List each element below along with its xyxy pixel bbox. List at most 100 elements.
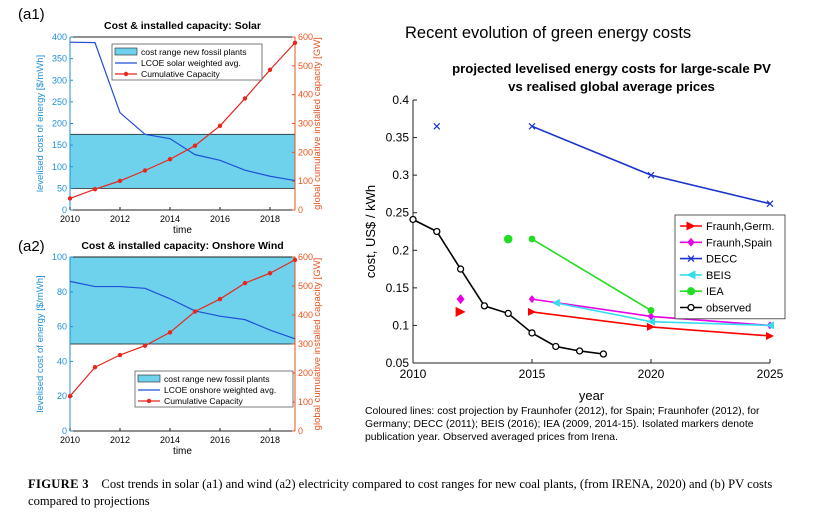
wind-chart: Cost & installed capacity: Onshore Wind 2… — [35, 240, 323, 457]
y-tick-label: 0.35 — [386, 131, 410, 145]
capacity-line — [69, 42, 296, 200]
chart-title: Cost & installed capacity: Solar — [104, 20, 261, 32]
open-circle-marker — [456, 265, 465, 273]
triangle-right-marker — [455, 306, 466, 317]
legend-box — [674, 214, 786, 320]
lcoe-line — [69, 280, 296, 340]
triangle-right-marker — [686, 221, 696, 231]
solar-chart: Cost & installed capacity: Solar 2010 2012… — [35, 20, 323, 236]
y-left-axis-label: levelised cost of energy [$/mWh] — [35, 55, 46, 192]
y-right-axis-label: global cumulative installed capacity [GW… — [312, 37, 323, 210]
y-left-axis-label: levelised cost of energy [$/mWh] — [35, 275, 46, 412]
figure-label: FIGURE 3 — [28, 477, 89, 491]
open-circle-marker — [687, 303, 695, 312]
series-iea — [503, 234, 655, 314]
open-circle-marker — [504, 309, 512, 318]
y-left-tick-label: 200 — [52, 119, 67, 129]
y-left-tick-label: 40 — [57, 356, 67, 366]
x-tick-label: 2012 — [110, 214, 130, 224]
capacity-point — [167, 330, 173, 335]
legend-entry: BEIS — [706, 270, 731, 282]
y-left-tick-label: 80 — [57, 287, 67, 297]
chart-title-line1: projected levelised energy costs for lar… — [452, 61, 771, 76]
x-axis-label: time — [173, 225, 192, 236]
y-tick-label: 0.05 — [386, 356, 410, 370]
open-circle-marker — [528, 329, 536, 337]
y-axis-label: cost, US$ / kWh — [363, 185, 378, 278]
legend-entry: observed — [706, 303, 751, 315]
x-tick-label: 2010 — [400, 367, 427, 381]
x-axis-label: time — [173, 446, 192, 457]
capacity-point — [242, 280, 248, 286]
capacity-point — [267, 67, 273, 73]
capacity-point — [92, 365, 98, 370]
lcoe-line — [69, 41, 296, 182]
y-left-tick-label: 50 — [57, 183, 67, 193]
y-right-tick-label: 400 — [298, 310, 313, 320]
y-left-tick-label: 0 — [62, 426, 67, 436]
x-tick-label: 2012 — [110, 435, 130, 445]
capacity-point — [217, 296, 223, 302]
open-circle-marker — [480, 302, 489, 310]
series-line — [531, 238, 652, 312]
y-left-tick-label: 250 — [52, 97, 67, 107]
diamond-marker — [456, 294, 465, 305]
x-tick-label: 2014 — [160, 435, 180, 445]
y-left-tick-label: 150 — [52, 140, 67, 150]
x-tick-label: 2025 — [757, 367, 784, 381]
x-marker — [528, 122, 536, 130]
x-tick-label: 2010 — [60, 214, 80, 224]
capacity-point — [67, 196, 73, 201]
x-tick-label: 2018 — [260, 214, 280, 224]
triangle-left-marker — [686, 270, 696, 280]
capacity-point — [117, 352, 123, 358]
legend-entry: Cumulative Capacity — [164, 396, 244, 406]
y-right-tick-label: 300 — [298, 119, 313, 129]
x-tick-label: 2014 — [160, 214, 180, 224]
y-tick-label: 0.1 — [392, 318, 409, 332]
y-tick-label: 0.4 — [392, 93, 409, 107]
y-right-tick-label: 200 — [298, 147, 313, 157]
figure-caption: FIGURE 3 Cost trends in solar (a1) and w… — [28, 476, 798, 510]
capacity-point — [167, 157, 173, 162]
x-tick-label: 2016 — [210, 435, 230, 445]
y-right-tick-label: 600 — [298, 32, 313, 42]
capacity-point — [142, 168, 148, 173]
capacity-point — [292, 257, 298, 263]
series-decc — [433, 122, 774, 208]
x-marker — [433, 122, 441, 130]
open-circle-marker — [575, 347, 584, 355]
y-right-tick-label: 100 — [298, 397, 313, 407]
diamond-marker — [647, 312, 655, 321]
y-right-tick-label: 200 — [298, 368, 313, 378]
legend-box — [134, 370, 294, 408]
y-left-tick-label: 350 — [52, 54, 67, 64]
y-right-tick-label: 0 — [298, 426, 303, 436]
legend-band-swatch — [114, 47, 138, 56]
y-right-tick-label: 100 — [298, 176, 313, 186]
chart-title-line2: vs realised global average prices — [508, 79, 715, 94]
x-marker — [647, 171, 655, 179]
open-circle-marker — [409, 215, 417, 224]
capacity-point — [142, 343, 148, 348]
y-left-tick-label: 0 — [62, 205, 67, 215]
legend-entry: DECC — [706, 254, 737, 266]
x-marker — [766, 200, 774, 208]
legend-entry: Fraunh,Germ. — [706, 221, 774, 233]
panel-a1-tag: (a1) — [18, 6, 45, 23]
x-tick-label: 2018 — [260, 435, 280, 445]
y-right-tick-label: 0 — [298, 205, 303, 215]
legend-capacity-marker — [146, 398, 152, 404]
chart-title: Cost & installed capacity: Onshore Wind — [81, 240, 283, 252]
circle-marker — [503, 234, 513, 244]
circle-marker — [686, 287, 696, 296]
legend-entry: cost range new fossil plants — [164, 374, 270, 384]
fossil-cost-band — [69, 133, 296, 189]
y-right-tick-label: 400 — [298, 90, 313, 100]
x-tick-label: 2010 — [60, 435, 80, 445]
y-right-axis-label: global cumulative installed capacity [GW… — [312, 258, 323, 431]
y-left-tick-label: 300 — [52, 75, 67, 85]
y-left-tick-label: 20 — [57, 391, 67, 401]
